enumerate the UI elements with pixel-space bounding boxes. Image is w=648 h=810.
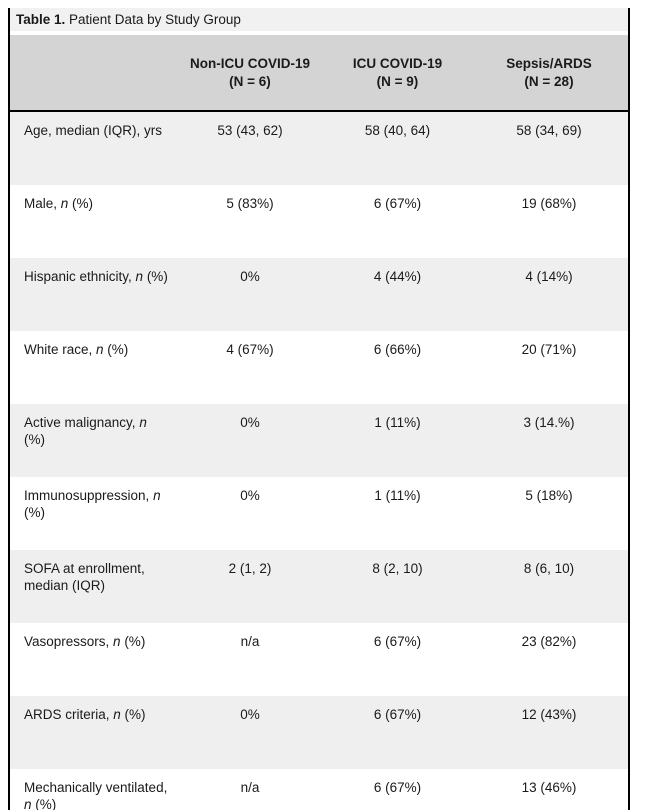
header-row: Non-ICU COVID-19 (N = 6) ICU COVID-19 (N = … (10, 35, 628, 112)
row-label: Age, median (IQR), yrs (24, 123, 163, 138)
data-cell: 6 (67%) (373, 196, 422, 211)
data-cell: 23 (82%) (521, 634, 577, 649)
row-label: Immunosuppression, n (%) (24, 488, 161, 520)
table-title-text: Patient Data by Study Group (65, 12, 241, 27)
data-cell: 0% (240, 707, 260, 722)
row-label: ARDS criteria, n (%) (24, 707, 146, 722)
data-cell: 58 (34, 69) (516, 123, 582, 138)
data-cell: n/a (240, 780, 260, 795)
row-label: Male, n (%) (24, 196, 94, 211)
table-row: Vasopressors, n (%) n/a 6 (67%) 23 (82%) (10, 623, 628, 696)
row-label: White race, n (%) (24, 342, 129, 357)
row-label: SOFA at enrollment, median (IQR) (24, 561, 145, 593)
table-header: Non-ICU COVID-19 (N = 6) ICU COVID-19 (N = … (10, 35, 628, 112)
data-cell: 19 (68%) (521, 196, 577, 211)
data-cell: 3 (14.%) (523, 415, 575, 430)
data-cell: 6 (66%) (373, 342, 422, 357)
column-header-n: (N = 6) (229, 73, 271, 89)
data-cell: 6 (67%) (373, 707, 422, 722)
table-row: Hispanic ethnicity, n (%) 0% 4 (44%) 4 (14%… (10, 258, 628, 331)
data-cell: 5 (18%) (525, 488, 573, 503)
row-label: Hispanic ethnicity, n (%) (24, 269, 168, 284)
table-row: Male, n (%) 5 (83%) 6 (67%) 19 (68%) (10, 185, 628, 258)
column-header: ICU COVID-19 (N = 9) (325, 35, 470, 112)
column-header-n: (N = 28) (524, 73, 574, 89)
row-label: Vasopressors, n (%) (24, 634, 146, 649)
data-cell: 0% (240, 488, 260, 503)
data-cell: 1 (11%) (374, 488, 421, 503)
data-cell: 58 (40, 64) (364, 123, 431, 138)
table-body: Age, median (IQR), yrs 53 (43, 62) 58 (40,… (10, 111, 628, 810)
data-cell: 5 (83%) (226, 196, 274, 211)
data-cell: 12 (43%) (521, 707, 577, 722)
table-row: Mechanically ventilated, n (%) n/a 6 (67%)… (10, 769, 628, 810)
column-header-name: Non-ICU COVID-19 (189, 55, 310, 71)
data-cell: n/a (240, 634, 260, 649)
data-cell: 8 (2, 10) (372, 561, 423, 576)
data-cell: 2 (1, 2) (228, 561, 272, 576)
column-header-n: (N = 9) (376, 73, 419, 89)
column-header: Sepsis/ARDS (N = 28) (470, 35, 628, 112)
column-header: Non-ICU COVID-19 (N = 6) (175, 35, 325, 112)
data-cell: 4 (14%) (525, 269, 573, 284)
data-cell: 6 (67%) (373, 634, 422, 649)
data-cell: 8 (6, 10) (523, 561, 575, 576)
table-title-prefix: Table 1. (16, 12, 66, 27)
data-cell: 4 (67%) (226, 342, 274, 357)
data-cell: 6 (67%) (373, 780, 422, 795)
data-cell: 4 (44%) (373, 269, 422, 284)
data-cell: 1 (11%) (374, 415, 421, 430)
header-corner-cell (10, 35, 175, 112)
table-row: SOFA at enrollment, median (IQR) 2 (1, 2)… (10, 550, 628, 623)
data-cell: 53 (43, 62) (217, 123, 283, 138)
table-row: Immunosuppression, n (%) 0% 1 (11%) 5 (18%) (10, 477, 628, 550)
data-cell: 20 (71%) (521, 342, 577, 357)
column-header-name: Sepsis/ARDS (506, 55, 592, 71)
patient-data-table: Table 1. Patient Data by Study Group Non… (8, 8, 630, 810)
data-table: Non-ICU COVID-19 (N = 6) ICU COVID-19 (N = … (10, 35, 628, 810)
data-cell: 0% (240, 269, 260, 284)
table-title: Table 1. Patient Data by Study Group (10, 8, 628, 31)
row-label: Active malignancy, n (%) (24, 415, 147, 447)
data-cell: 0% (240, 415, 260, 430)
data-cell: 13 (46%) (521, 780, 577, 795)
table-row: Age, median (IQR), yrs 53 (43, 62) 58 (40,… (10, 111, 628, 185)
table-row: ARDS criteria, n (%) 0% 6 (67%) 12 (43%) (10, 696, 628, 769)
column-header-name: ICU COVID-19 (352, 55, 443, 71)
row-label: Mechanically ventilated, n (%) (24, 780, 168, 810)
table-row: Active malignancy, n (%) 0% 1 (11%) 3 (14.%… (10, 404, 628, 477)
title-divider-gap (10, 31, 628, 35)
table-row: White race, n (%) 4 (67%) 6 (66%) 20 (71%) (10, 331, 628, 404)
